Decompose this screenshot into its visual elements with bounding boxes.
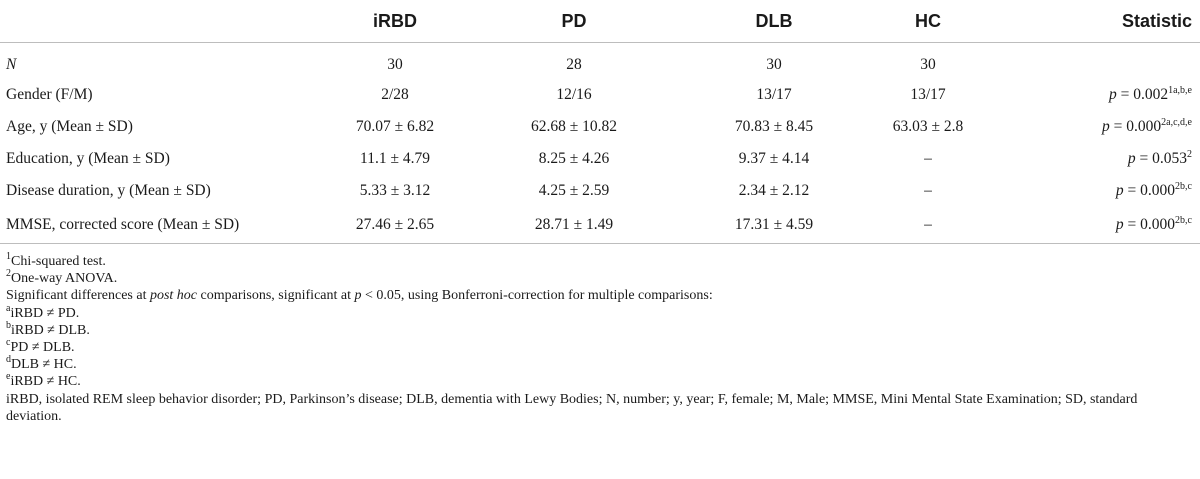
cell-hc: 30	[920, 56, 936, 73]
p-footnote-marks: 1a,b,e	[1168, 85, 1192, 96]
row-label: N	[6, 56, 17, 73]
cell-irbd: 70.07 ± 6.82	[355, 118, 435, 135]
row-label: Disease duration, y (Mean ± SD)	[6, 182, 211, 199]
footnote-text: DLB ≠ HC.	[11, 357, 77, 373]
header-statistic: Statistic	[1121, 10, 1192, 31]
sig-text-e: < 0.05, using Bonferroni-correction for …	[361, 288, 713, 304]
significance-note: Significant differences at post hoc comp…	[6, 287, 1196, 304]
footnote-mark: 1	[6, 251, 11, 262]
p-value: = 0.053	[1135, 150, 1188, 167]
p-symbol: p	[1115, 216, 1124, 233]
sig-text-p: p	[354, 288, 362, 304]
table-row: Age, y (Mean ± SD) 70.07 ± 6.82 62.68 ± …	[0, 111, 1200, 143]
table-row: Gender (F/M) 2/28 12/16 13/17 13/17 p = …	[0, 79, 1200, 111]
cell-dlb: 17.31 ± 4.59	[734, 216, 814, 233]
cell-irbd: 2/28	[381, 86, 409, 103]
footnote-text: Chi-squared test.	[11, 254, 106, 269]
table-header-row: iRBD PD DLB HC Statistic	[0, 0, 1200, 43]
demographics-table: iRBD PD DLB HC Statistic N 30 28 30 30 G…	[0, 0, 1200, 244]
table-row: Education, y (Mean ± SD) 11.1 ± 4.79 8.2…	[0, 143, 1200, 175]
cell-statistic: p = 0.0002b,c	[1002, 207, 1200, 244]
p-footnote-marks: 2	[1187, 149, 1192, 160]
cell-dlb: 13/17	[756, 86, 792, 103]
header-dlb: DLB	[755, 10, 793, 31]
cell-pd: 28.71 ± 1.49	[534, 216, 614, 233]
table-footnotes: 1Chi-squared test. 2One-way ANOVA. Signi…	[6, 251, 1196, 425]
cell-irbd: 30	[387, 56, 403, 73]
cell-pd: 8.25 ± 4.26	[538, 150, 610, 167]
cell-pd: 4.25 ± 2.59	[538, 182, 610, 199]
cell-pd: 62.68 ± 10.82	[530, 118, 617, 135]
p-symbol: p	[1127, 150, 1136, 167]
cell-statistic: p = 0.0002a,c,d,e	[1002, 111, 1200, 143]
p-footnote-marks: 2a,c,d,e	[1161, 117, 1192, 128]
footnote-b: biRBD ≠ DLB.	[6, 319, 1196, 339]
p-value: = 0.002	[1116, 86, 1169, 103]
footnote-text: PD ≠ DLB.	[10, 340, 75, 356]
footnote-text: iRBD ≠ DLB.	[11, 322, 90, 338]
p-symbol: p	[1108, 86, 1117, 103]
footnote-mark: c	[6, 337, 11, 349]
cell-dlb: 9.37 ± 4.14	[738, 150, 810, 167]
table-row: MMSE, corrected score (Mean ± SD) 27.46 …	[0, 207, 1200, 244]
cell-hc: 63.03 ± 2.8	[892, 118, 964, 135]
footnote-a: aiRBD ≠ PD.	[6, 302, 1196, 322]
table-row: Disease duration, y (Mean ± SD) 5.33 ± 3…	[0, 175, 1200, 207]
cell-hc: –	[924, 216, 932, 233]
cell-statistic: p = 0.0002b,c	[1002, 175, 1200, 207]
row-label: MMSE, corrected score (Mean ± SD)	[6, 216, 240, 233]
footnote-e: eiRBD ≠ HC.	[6, 371, 1196, 390]
footnote-text: iRBD ≠ HC.	[10, 374, 81, 390]
abbreviations-note: iRBD, isolated REM sleep behavior disord…	[6, 391, 1138, 424]
table-row: N 30 28 30 30	[0, 43, 1200, 80]
cell-hc: 13/17	[910, 86, 946, 103]
row-label: Age, y (Mean ± SD)	[6, 118, 133, 135]
sig-text-a: Significant differences at	[6, 288, 150, 304]
cell-statistic: p = 0.0021a,b,e	[1002, 79, 1200, 111]
row-label: Gender (F/M)	[6, 86, 93, 103]
header-empty	[0, 0, 336, 43]
p-symbol: p	[1115, 182, 1124, 199]
cell-dlb: 70.83 ± 8.45	[734, 118, 814, 135]
cell-dlb: 30	[766, 56, 782, 73]
header-hc: HC	[915, 10, 941, 31]
footnote-mark: a	[6, 302, 11, 314]
sig-text-c: comparisons, significant at	[197, 288, 355, 304]
footnote-2: 2One-way ANOVA.	[6, 268, 1196, 287]
cell-pd: 28	[566, 56, 582, 73]
footnote-mark: 2	[6, 268, 11, 280]
footnote-text: One-way ANOVA.	[11, 271, 118, 287]
footnote-mark: e	[6, 371, 11, 383]
p-value: = 0.000	[1123, 216, 1176, 233]
footnote-text: iRBD ≠ PD.	[10, 305, 80, 321]
header-pd: PD	[561, 10, 587, 31]
cell-irbd: 5.33 ± 3.12	[359, 182, 431, 199]
footnote-d: dDLB ≠ HC.	[6, 354, 1196, 373]
cell-dlb: 2.34 ± 2.12	[738, 182, 810, 199]
footnote-c: cPD ≠ DLB.	[6, 337, 1196, 356]
cell-hc: –	[924, 182, 932, 199]
p-symbol: p	[1102, 118, 1110, 135]
cell-irbd: 27.46 ± 2.65	[355, 216, 435, 233]
p-value: = 0.000	[1109, 118, 1162, 135]
row-label: Education, y (Mean ± SD)	[6, 150, 170, 167]
cell-pd: 12/16	[556, 86, 592, 103]
footnote-1: 1Chi-squared test.	[6, 251, 1196, 270]
sig-text-posthoc: post hoc	[149, 288, 198, 304]
cell-hc: –	[924, 150, 932, 167]
p-value: = 0.000	[1123, 182, 1176, 199]
footnote-mark: d	[6, 354, 11, 366]
cell-irbd: 11.1 ± 4.79	[360, 150, 430, 167]
p-footnote-marks: 2b,c	[1175, 181, 1192, 192]
header-irbd: iRBD	[373, 10, 417, 31]
cell-statistic	[1002, 43, 1200, 80]
footnote-mark: b	[6, 319, 11, 331]
cell-statistic: p = 0.0532	[1002, 143, 1200, 175]
p-footnote-marks: 2b,c	[1175, 215, 1192, 226]
